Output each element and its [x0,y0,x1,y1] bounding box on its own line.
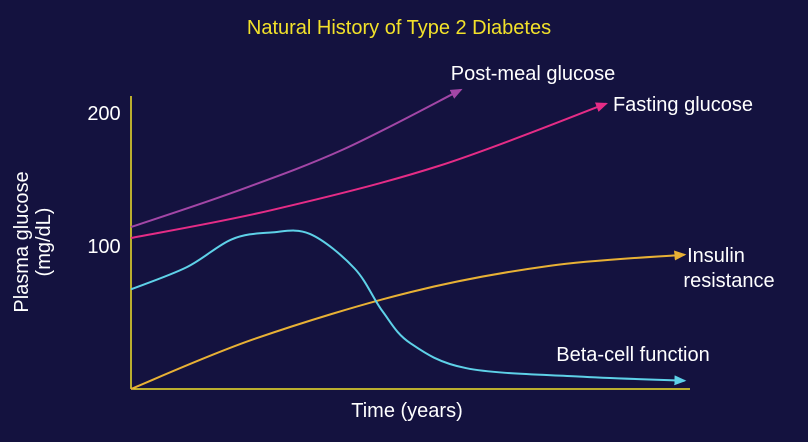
series-label-beta-cell-function: Beta-cell function [556,344,709,366]
x-axis-label: Time (years) [351,400,462,422]
y-tick-label-200: 200 [87,103,120,125]
series-label-post-meal-glucose: Post-meal glucose [451,63,616,85]
series-line-insulin-resistance [130,250,687,390]
y-tick-label-100: 100 [87,236,120,258]
series-label-insulin-resistance-line-1: Insulin [687,245,745,267]
series-line-post-meal-glucose [130,88,463,228]
series-label-fasting-glucose: Fasting glucose [613,94,753,116]
series-line-fasting-glucose [130,102,608,239]
y-axis-label-line-1: Plasma glucose [11,171,33,312]
series-line-beta-cell-function [130,229,687,386]
chart-title: Natural History of Type 2 Diabetes [247,17,551,39]
series-label-insulin-resistance-line-2: resistance [683,270,774,292]
y-axis-label-line-2: (mg/dL) [33,208,55,277]
y-axis-label: Plasma glucose (mg/dL) [11,171,55,312]
